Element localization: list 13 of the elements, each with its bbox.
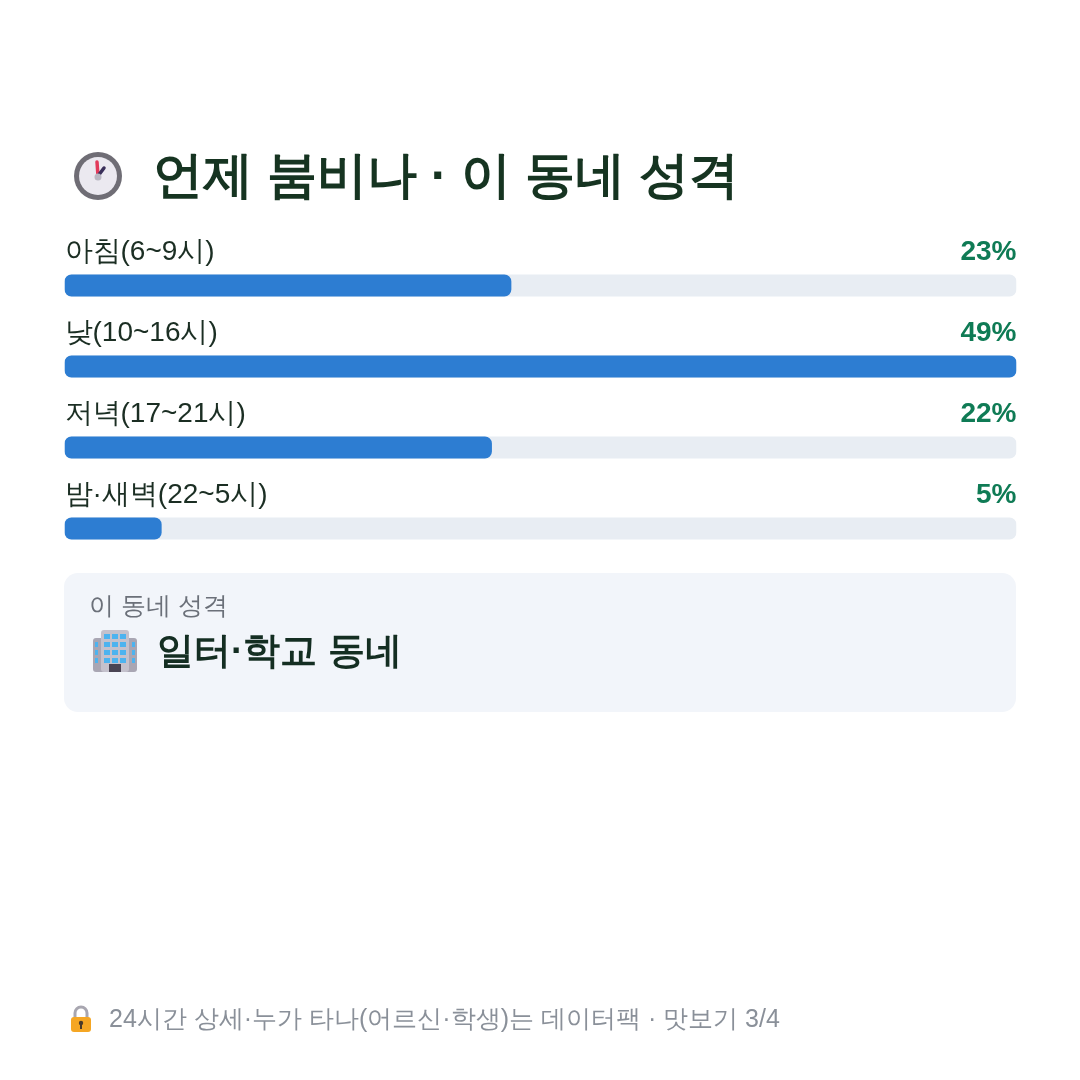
data-label: 23% — [960, 235, 1017, 266]
text: 이 동네 성격 — [89, 590, 228, 622]
text: 일터·학교 동네 — [157, 628, 402, 673]
chart-title: 언제 붐비나 · 이 동네 성격 — [153, 146, 740, 206]
text: 24시간 상세·누가 타나(어르신·학생)는 데이터팩 · 맛보기 3/4 — [109, 1003, 780, 1035]
data-label: 49% — [960, 316, 1017, 347]
y-tick-label: 저녁(17~21시) — [64, 397, 246, 428]
y-tick-label: 밤·새벽(22~5시) — [64, 478, 268, 509]
data-label: 5% — [976, 478, 1017, 509]
y-tick-label: 아침(6~9시) — [64, 235, 215, 266]
y-tick-label: 낮(10~16시) — [64, 316, 218, 347]
data-label: 22% — [960, 397, 1017, 428]
bar — [64, 517, 162, 540]
